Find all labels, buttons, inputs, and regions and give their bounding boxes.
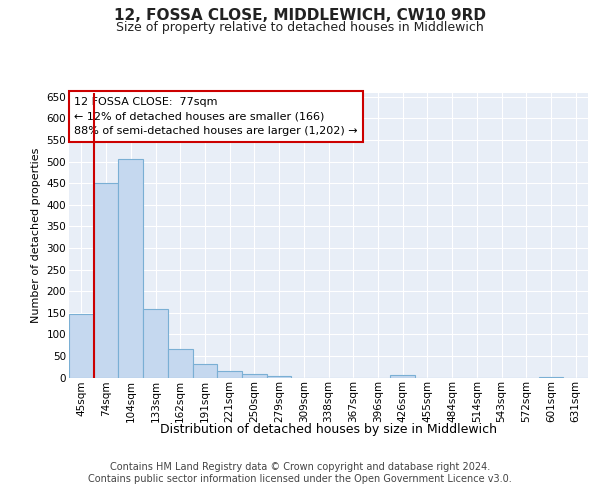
Bar [390,376,415,378]
Bar [94,183,118,378]
Text: Size of property relative to detached houses in Middlewich: Size of property relative to detached ho… [116,21,484,34]
Bar [168,349,193,378]
Bar [539,376,563,378]
Bar [242,374,267,378]
Bar [267,376,292,378]
Bar [69,314,94,378]
Bar [193,364,217,378]
Y-axis label: Number of detached properties: Number of detached properties [31,148,41,322]
Text: Contains HM Land Registry data © Crown copyright and database right 2024.: Contains HM Land Registry data © Crown c… [110,462,490,472]
Bar [118,158,143,378]
Text: 12, FOSSA CLOSE, MIDDLEWICH, CW10 9RD: 12, FOSSA CLOSE, MIDDLEWICH, CW10 9RD [114,8,486,22]
Bar [143,310,168,378]
Bar [217,372,242,378]
Text: Distribution of detached houses by size in Middlewich: Distribution of detached houses by size … [160,422,497,436]
Text: Contains public sector information licensed under the Open Government Licence v3: Contains public sector information licen… [88,474,512,484]
Text: 12 FOSSA CLOSE:  77sqm
← 12% of detached houses are smaller (166)
88% of semi-de: 12 FOSSA CLOSE: 77sqm ← 12% of detached … [74,97,358,136]
